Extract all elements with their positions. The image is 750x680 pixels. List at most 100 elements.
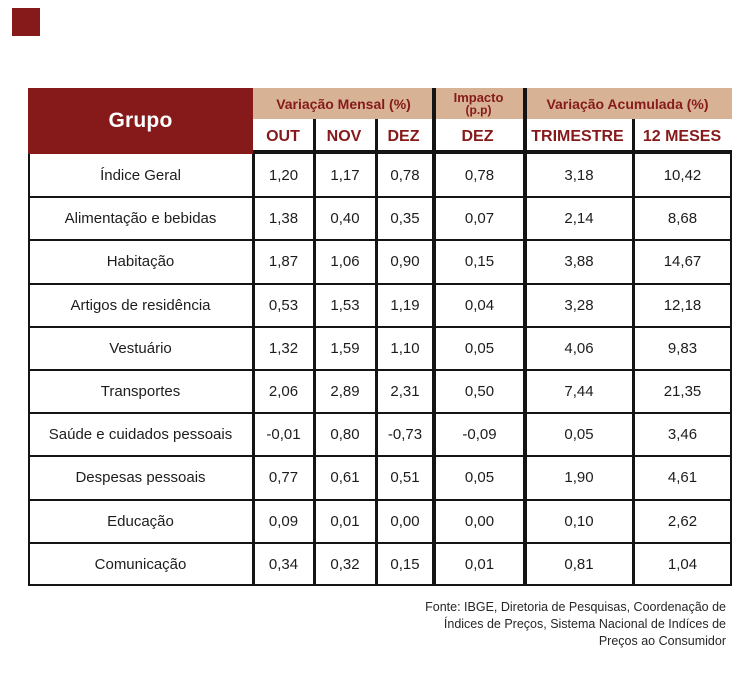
table-body: Índice Geral 1,20 1,17 0,78 0,78 3,18 10,42 Ali…	[28, 154, 732, 586]
value-cell: 1,59	[330, 339, 360, 357]
value-cell: 1,87	[268, 253, 299, 271]
value-cell: 0,07	[464, 210, 495, 228]
value-cell: 0,00	[464, 512, 495, 530]
value-cell: 1,04	[667, 555, 698, 573]
value-cell: 1,17	[330, 167, 360, 185]
value-cell: 14,67	[663, 253, 702, 271]
value-cell: 1,20	[268, 167, 299, 185]
subheader-impact-dez: DEZ	[432, 119, 523, 154]
value-cell: 1,10	[390, 339, 420, 357]
row-label-cell: Saúde e cuidados pessoais	[48, 426, 233, 444]
grid-line	[375, 119, 378, 154]
value-cell: 2,06	[268, 383, 299, 401]
row-label-cell: Comunicação	[94, 555, 187, 573]
value-cell: 0,32	[330, 555, 360, 573]
row-label-cell: Artigos de residência	[70, 296, 211, 314]
row-label-cell: Índice Geral	[100, 167, 181, 185]
source-footer-line: Fonte: IBGE, Diretoria de Pesquisas, Coo…	[425, 600, 726, 614]
value-cell: 0,90	[390, 253, 420, 271]
grid-line	[28, 499, 732, 501]
value-cell: 0,04	[464, 296, 495, 314]
grid-line	[28, 326, 732, 328]
value-cell: 3,28	[564, 296, 594, 314]
value-cell: 0,78	[390, 167, 420, 185]
value-cell: 4,61	[667, 469, 698, 487]
value-cell: 2,31	[390, 383, 420, 401]
grid-line	[28, 239, 732, 241]
value-cell: 1,06	[330, 253, 360, 271]
value-cell: 8,68	[667, 210, 698, 228]
value-cell: 1,53	[330, 296, 360, 314]
value-cell: 0,05	[564, 426, 594, 444]
value-cell: 1,19	[390, 296, 420, 314]
value-cell: 0,77	[268, 469, 299, 487]
value-cell: 7,44	[564, 383, 594, 401]
value-cell: 10,42	[663, 167, 702, 185]
subheader-nov: NOV	[313, 119, 375, 154]
value-cell: 0,09	[268, 512, 299, 530]
value-cell: 0,50	[464, 383, 495, 401]
value-cell: 2,89	[330, 383, 360, 401]
value-cell: 0,34	[268, 555, 299, 573]
ipca-groups-table: Grupo Variação Mensal (%) Impacto (p.p) …	[28, 88, 732, 586]
value-cell: 0,05	[464, 469, 495, 487]
row-label-cell: Vestuário	[109, 339, 172, 357]
value-cell: 0,15	[464, 253, 495, 271]
source-footer-line: Preços ao Consumidor	[598, 634, 726, 648]
value-cell: 0,10	[564, 512, 594, 530]
value-cell: 9,83	[667, 339, 698, 357]
accent-square-decoration	[12, 8, 40, 36]
subheader-dez: DEZ	[375, 119, 432, 154]
impact-header: Impacto (p.p)	[432, 88, 525, 119]
value-cell: -0,01	[266, 426, 301, 444]
subheader-12-meses: 12 MESES	[632, 119, 732, 154]
row-label-cell: Habitação	[106, 253, 175, 271]
subheader-out: OUT	[253, 119, 313, 154]
value-cell: 2,14	[564, 210, 594, 228]
value-cell: 0,05	[464, 339, 495, 357]
grid-line	[28, 369, 732, 371]
value-cell: 12,18	[663, 296, 702, 314]
value-cell: 0,51	[390, 469, 420, 487]
grid-line	[28, 455, 732, 457]
value-cell: 0,81	[564, 555, 594, 573]
source-footer-line: Índices de Preços, Sistema Nacional de I…	[443, 617, 726, 631]
grid-line	[28, 542, 732, 544]
value-cell: 0,00	[390, 512, 420, 530]
value-cell: 21,35	[663, 383, 702, 401]
grid-line	[313, 119, 316, 154]
value-cell: 3,46	[667, 426, 698, 444]
subheader-trimestre: TRIMESTRE	[523, 119, 632, 154]
grid-line	[28, 584, 732, 586]
source-footer: Fonte: IBGE, Diretoria de Pesquisas, Coo…	[346, 599, 726, 650]
value-cell: 1,90	[564, 469, 594, 487]
group-column-header: Grupo	[28, 88, 253, 154]
value-cell: 3,88	[564, 253, 594, 271]
value-cell: 1,32	[268, 339, 299, 357]
value-cell: 0,01	[464, 555, 495, 573]
row-label-cell: Educação	[107, 512, 174, 530]
value-cell: -0,73	[387, 426, 423, 444]
grid-line	[28, 196, 732, 198]
value-cell: 3,18	[564, 167, 594, 185]
value-cell: 0,78	[464, 167, 495, 185]
value-cell: 0,15	[390, 555, 420, 573]
value-cell: 0,35	[390, 210, 420, 228]
grid-line	[253, 150, 732, 154]
accumulated-variation-header: Variação Acumulada (%)	[523, 88, 732, 119]
row-label-cell: Alimentação e bebidas	[64, 210, 217, 228]
row-label-cell: Transportes	[100, 383, 181, 401]
grid-line	[432, 88, 436, 154]
impact-header-line2: (p.p)	[465, 102, 492, 117]
grid-line	[632, 119, 635, 154]
grid-line	[28, 412, 732, 414]
value-cell: 0,53	[268, 296, 299, 314]
grid-line	[523, 88, 527, 154]
value-cell: 0,01	[330, 512, 360, 530]
row-label-cell: Despesas pessoais	[75, 469, 206, 487]
value-cell: -0,09	[462, 426, 497, 444]
grid-line	[28, 283, 732, 285]
value-cell: 0,61	[330, 469, 360, 487]
monthly-variation-header: Variação Mensal (%)	[253, 88, 434, 119]
